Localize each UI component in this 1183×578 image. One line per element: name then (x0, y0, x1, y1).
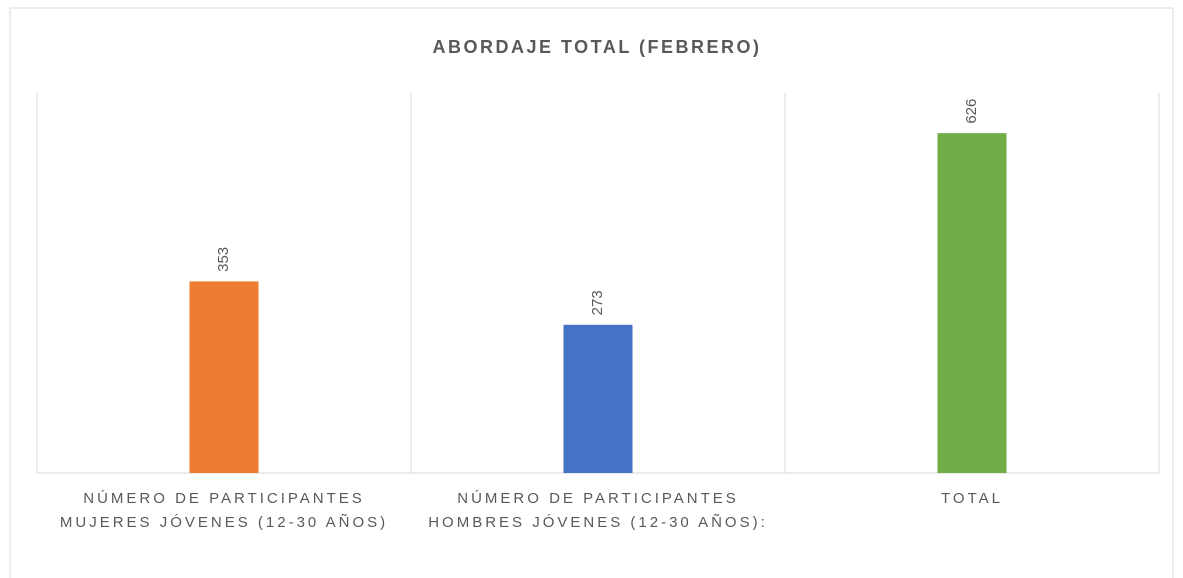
bar (189, 281, 259, 473)
bar (563, 324, 633, 473)
data-label: 273 (589, 290, 606, 315)
x-tick-label: NÚMERO DE PARTICIPANTES MUJERES JÓVENES … (59, 490, 389, 531)
bar (937, 133, 1007, 473)
data-label: 353 (215, 247, 232, 272)
data-label: 626 (963, 99, 980, 124)
x-tick-label: TOTAL (941, 490, 1003, 507)
x-tick-label: NÚMERO DE PARTICIPANTES HOMBRES JÓVENES … (428, 490, 768, 531)
chart-title: ABORDAJE TOTAL (FEBRERO) (432, 37, 761, 57)
